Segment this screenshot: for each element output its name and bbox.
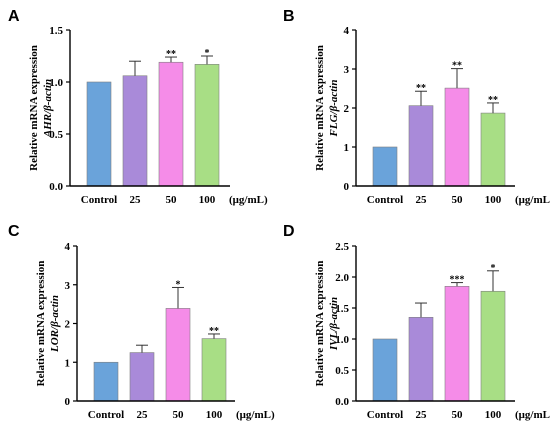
category-label: 50 (166, 194, 178, 206)
y-tick-label: 0.0 (49, 181, 63, 193)
y-tick-label: 1.5 (335, 303, 349, 315)
bar (372, 338, 398, 402)
y-axis-title: Relative mRNA expression (314, 45, 326, 171)
y-tick-label: 0.5 (49, 129, 63, 141)
y-tick-label: 2.5 (335, 241, 349, 253)
y-tick-label: 0.5 (335, 365, 349, 377)
bar (93, 361, 119, 402)
chart-panel-c: C Control 25 * 50 ** 100 (μg/mL) 0 1 2 3 4 Relative m… (8, 223, 275, 421)
bar (444, 87, 470, 187)
category-label: 50 (173, 409, 185, 421)
y-tick-label: 1 (344, 142, 350, 154)
y-axis-title: Relative mRNA expression (35, 261, 47, 387)
category-label: Control (367, 409, 403, 421)
significance-mark: ** (166, 49, 176, 60)
chart-panel-d: D Control 25 *** 50 * 100 (μg/mL) 0.0 0.5 1.0 1.5 2.… (283, 223, 550, 421)
bar (201, 338, 227, 402)
category-label: 100 (199, 194, 216, 206)
bar (158, 61, 184, 187)
bar (194, 64, 220, 187)
bar (480, 112, 506, 187)
bar (408, 316, 434, 402)
category-label: 100 (206, 409, 223, 421)
panel-label: D (283, 223, 295, 240)
category-label: 50 (452, 409, 464, 421)
y-tick-label: 1.0 (49, 77, 63, 89)
y-tick-label: 4 (344, 25, 350, 37)
y-tick-label: 0 (344, 181, 350, 193)
bar (444, 285, 470, 402)
significance-mark: ** (488, 95, 498, 106)
y-tick-label: 2 (344, 103, 350, 115)
bar (372, 146, 398, 187)
y-tick-label: 1.5 (49, 25, 63, 37)
y-axis-subtitle: FLG/β-actin (328, 80, 340, 138)
y-tick-label: 1.0 (335, 334, 349, 346)
y-tick-label: 0.0 (335, 396, 349, 408)
significance-mark: ** (452, 61, 462, 72)
y-tick-label: 2 (65, 319, 71, 331)
y-tick-label: 3 (344, 64, 350, 76)
unit-label: (μg/mL) (515, 194, 550, 206)
significance-mark: ** (209, 326, 219, 337)
bar (86, 81, 112, 187)
significance-mark: *** (450, 275, 465, 286)
category-label: 50 (452, 194, 464, 206)
category-label: 25 (416, 409, 428, 421)
significance-mark: * (176, 279, 181, 290)
bar (122, 75, 148, 187)
panel-label: A (8, 8, 20, 25)
chart-panel-b: B Control ** 25 ** 50 ** 100 (μg/mL) 0 1 2 3 4 Relativ… (283, 8, 550, 206)
category-label: 100 (485, 194, 502, 206)
y-tick-label: 2.0 (335, 272, 349, 284)
significance-mark: * (205, 48, 210, 59)
unit-label: (μg/mL) (229, 194, 268, 206)
y-axis-subtitle: LOR/β-actin (49, 295, 61, 353)
bar (480, 290, 506, 402)
panel-label: B (283, 8, 295, 25)
y-axis-title: Relative mRNA expression (28, 45, 40, 171)
y-tick-label: 3 (65, 280, 71, 292)
y-tick-label: 0 (65, 396, 71, 408)
bar (408, 105, 434, 187)
y-axis-subtitle: AHR/β-actin (42, 79, 54, 138)
category-label: Control (81, 194, 117, 206)
y-tick-label: 1 (65, 357, 71, 369)
y-axis-title: Relative mRNA expression (314, 261, 326, 387)
bar (129, 352, 155, 402)
chart-panel-a: A Control 25 ** 50 * 100 (μg/mL) 0.0 0.5 1.0 1.5 Rel… (8, 8, 268, 206)
category-label: Control (367, 194, 403, 206)
category-label: 25 (416, 194, 428, 206)
significance-mark: * (491, 263, 496, 274)
y-axis-subtitle: IVL/β-actin (328, 297, 340, 351)
category-label: 100 (485, 409, 502, 421)
category-label: 25 (137, 409, 149, 421)
panel-label: C (8, 223, 20, 240)
category-label: Control (88, 409, 124, 421)
significance-mark: ** (416, 83, 426, 94)
y-tick-label: 4 (65, 241, 71, 253)
unit-label: (μg/mL) (515, 409, 550, 421)
bar (165, 308, 191, 402)
unit-label: (μg/mL) (236, 409, 275, 421)
category-label: 25 (130, 194, 142, 206)
